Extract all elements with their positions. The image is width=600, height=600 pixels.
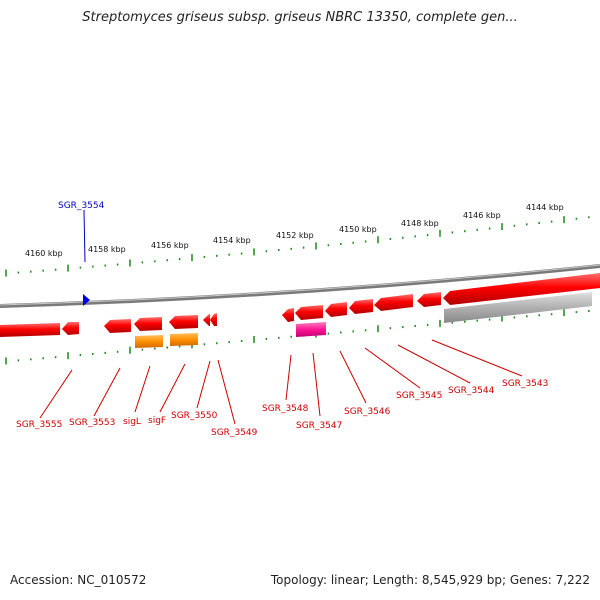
upper-scale-ticks <box>5 216 590 277</box>
gene-SGR_3553[interactable] <box>62 322 79 335</box>
reverse-strand-genes <box>0 273 600 337</box>
feature-grey-region[interactable] <box>444 292 592 323</box>
gene-label[interactable]: SGR_3547 <box>296 421 342 431</box>
gene-SGR_3547[interactable] <box>295 305 323 320</box>
scale-label: 4156 kbp <box>151 241 189 250</box>
gene-SGR_3543a[interactable] <box>417 292 441 307</box>
gene-SGR_3548[interactable] <box>282 308 294 322</box>
gene-label[interactable]: SGR_3548 <box>262 404 309 414</box>
gene-label[interactable]: SGR_3555 <box>16 420 62 430</box>
gene-label[interactable]: SGR_3545 <box>396 391 442 401</box>
lower-scale-ticks <box>5 309 590 365</box>
scale-label: 4144 kbp <box>526 203 564 212</box>
gene-sigL[interactable] <box>104 319 131 333</box>
gene-SGR_3549a[interactable] <box>203 314 210 326</box>
gene-SGR_3545[interactable] <box>349 299 373 314</box>
gene-label[interactable]: SGR_3549 <box>211 428 258 438</box>
highlight-leader-line <box>83 209 86 263</box>
gene-SGR_3550[interactable] <box>169 315 198 329</box>
scale-label: 4152 kbp <box>276 231 314 240</box>
scale-labels: 4160 kbp 4158 kbp 4156 kbp 4154 kbp 4152 kbp… <box>25 203 564 258</box>
gene-label-SGR_3554[interactable]: SGR_3554 <box>58 201 105 211</box>
gene-SGR_3543[interactable] <box>443 273 600 305</box>
gene-SGR_3549[interactable] <box>210 313 217 326</box>
feature-pseudo[interactable] <box>296 322 326 337</box>
label-leader-lines <box>39 339 523 425</box>
gene-SGR_3555[interactable] <box>0 323 60 337</box>
accession-text: Accession: NC_010572 <box>10 573 147 587</box>
gene-label[interactable]: sigF <box>148 416 166 426</box>
scale-label: 4150 kbp <box>339 225 377 234</box>
scale-label: 4160 kbp <box>25 249 63 258</box>
feature-sigF-rna[interactable] <box>170 333 198 346</box>
genome-summary-text: Topology: linear; Length: 8,545,929 bp; … <box>270 573 590 587</box>
scale-label: 4146 kbp <box>463 211 501 220</box>
gene-SGR_3554[interactable] <box>83 294 90 306</box>
gene-label[interactable]: SGR_3546 <box>344 407 391 417</box>
gene-label[interactable]: SGR_3543 <box>502 379 548 389</box>
gene-label[interactable]: SGR_3550 <box>171 411 218 421</box>
gene-label[interactable]: sigL <box>123 417 141 427</box>
gene-labels: SGR_3555 SGR_3553 sigL sigF SGR_3550 SGR… <box>16 379 548 438</box>
scale-label: 4148 kbp <box>401 219 439 228</box>
gene-label[interactable]: SGR_3544 <box>448 386 495 396</box>
scale-label: 4158 kbp <box>88 245 126 254</box>
gene-SGR_3546[interactable] <box>325 302 347 317</box>
map-title: Streptomyces griseus subsp. griseus NBRC… <box>82 10 518 25</box>
gene-SGR_3544[interactable] <box>374 294 413 311</box>
gene-sigF[interactable] <box>134 317 162 331</box>
gene-label[interactable]: SGR_3553 <box>69 418 115 428</box>
scale-label: 4154 kbp <box>213 236 251 245</box>
feature-sigL-rna[interactable] <box>135 335 163 348</box>
